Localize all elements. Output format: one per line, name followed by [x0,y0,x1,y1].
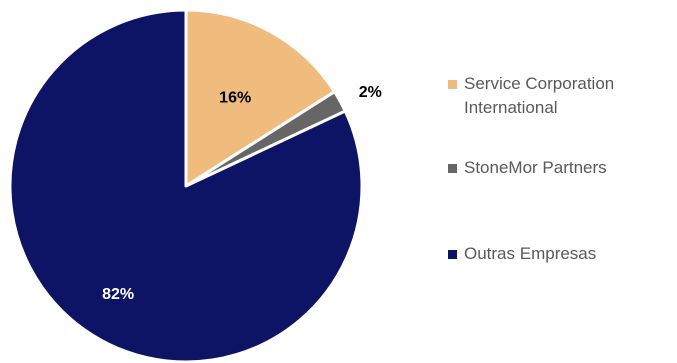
pie-labels: 16% 2% 82% [102,84,382,303]
pie-data-label-stonemor-partners: 2% [359,84,382,101]
legend-label-outras-empresas: Outras Empresas [464,244,597,263]
legend-label-service-corporation: Service Corporation International [464,74,615,117]
pie-slice-service-corporation-international [184,8,337,188]
legend-swatch-outras-empresas [448,250,457,259]
pie-data-label-service-corporation-international: 16% [219,90,251,107]
pie-slices [8,8,364,363]
legend-swatch-stonemor-partners [448,164,457,173]
legend-item-outras-empresas: Outras Empresas [448,242,673,266]
legend-swatch-service-corporation [448,80,457,89]
legend-item-stonemor-partners: StoneMor Partners [448,156,673,180]
pie-slice-outras-empresas [8,8,364,363]
legend-label-stonemor-partners: StoneMor Partners [464,158,607,177]
pie-data-label-outras-empresas: 82% [102,286,134,303]
legend-item-service-corporation: Service Corporation International [448,72,673,120]
